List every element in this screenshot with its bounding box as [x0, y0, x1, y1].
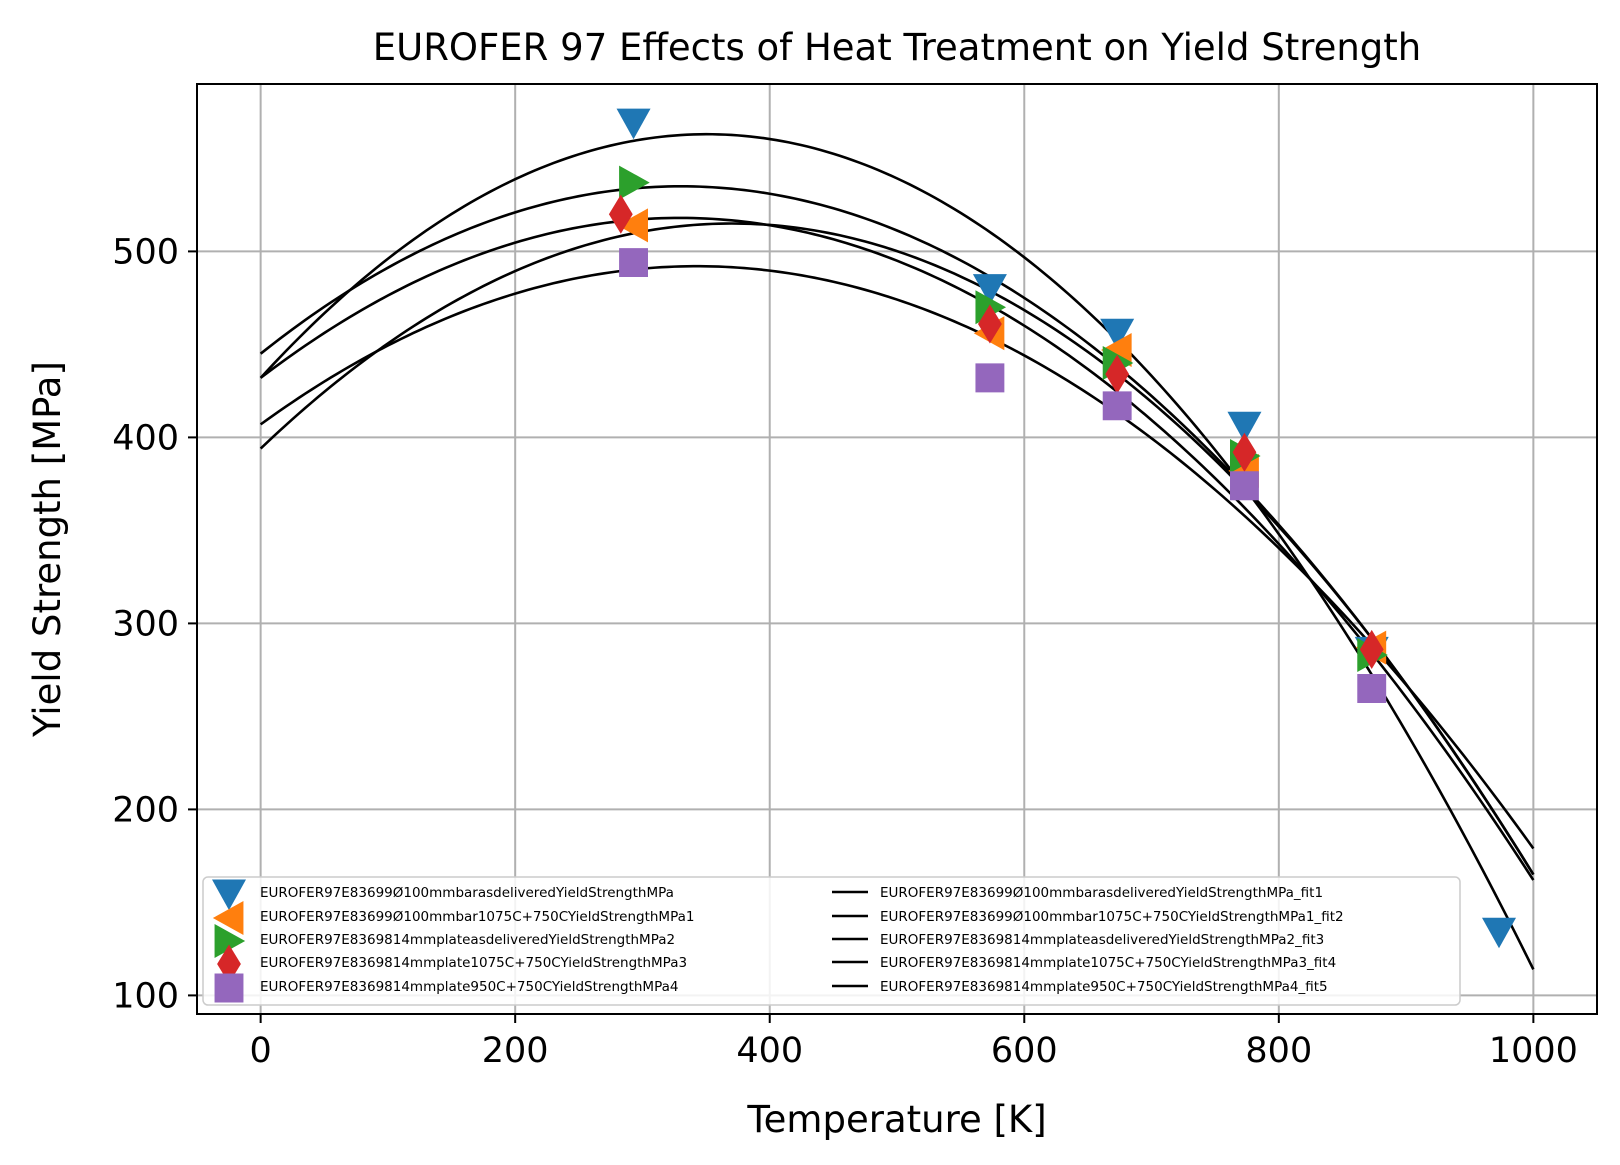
legend-label: EUROFER97E8369814mmplateasdeliveredYield…: [260, 932, 675, 948]
data-point: [1482, 917, 1516, 949]
x-tick-label: 400: [736, 1031, 803, 1071]
data-point: [972, 274, 1007, 305]
legend-marker: [217, 944, 241, 984]
legend-box: [202, 876, 1461, 1006]
y-tick-label: 300: [112, 604, 179, 644]
x-tick-label: 200: [482, 1031, 549, 1071]
fit-curve: [259, 264, 1535, 850]
y-tick-label: 200: [112, 790, 179, 830]
data-point: [1359, 629, 1384, 669]
legend-label: EUROFER97E83699Ø100mmbarasdeliveredYield…: [260, 885, 674, 901]
x-tick-label: 800: [1245, 1031, 1312, 1071]
data-point: [608, 194, 633, 234]
data-point: [616, 108, 651, 140]
x-tick-label: 600: [991, 1031, 1058, 1071]
data-point: [1227, 411, 1262, 443]
legend-label: EUROFER97E8369814mmplate1075C+750CYieldS…: [880, 955, 1336, 971]
data-point: [619, 248, 648, 278]
legend-marker: [212, 901, 244, 935]
legend-label: EUROFER97E8369814mmplateasdeliveredYield…: [880, 932, 1324, 948]
legend-marker: [214, 924, 246, 958]
data-point: [1100, 318, 1135, 350]
legend-label: EUROFER97E83699Ø100mmbar1075C+750CYieldS…: [880, 909, 1344, 925]
data-point: [1230, 471, 1259, 501]
data-point: [619, 165, 650, 200]
data-point: [1357, 674, 1387, 703]
x-tick-label: 0: [249, 1031, 271, 1071]
legend-label: EUROFER97E8369814mmplate1075C+750CYieldS…: [260, 955, 687, 971]
axis-ticks: 0 200 400 600 800 1000 100 200 300 400 500: [112, 232, 1578, 1071]
fit-lines: [259, 132, 1535, 970]
legend-label: EUROFER97E83699Ø100mmbarasdeliveredYield…: [880, 885, 1323, 901]
fit-curve: [259, 222, 1535, 876]
data-point: [617, 208, 648, 243]
x-axis-label: Temperature [K]: [746, 1098, 1046, 1141]
legend: EUROFER97E83699Ø100mmbarasdeliveredYield…: [202, 876, 1461, 1006]
chart-title: EUROFER 97 Effects of Heat Treatment on …: [373, 26, 1422, 69]
plot-frame: [196, 83, 1598, 1015]
data-point: [975, 363, 1005, 393]
y-tick-label: 100: [112, 976, 179, 1016]
legend-marker: [214, 973, 244, 1003]
data-point: [978, 304, 1002, 344]
legend-label: EUROFER97E83699Ø100mmbar1075C+750CYieldS…: [260, 909, 694, 925]
legend-marker: [212, 879, 246, 911]
data-point: [1105, 354, 1130, 394]
data-points: [608, 108, 1516, 949]
data-point: [1102, 391, 1132, 421]
x-tick-label: 1000: [1489, 1031, 1578, 1071]
fit-curve: [259, 132, 1535, 970]
data-point: [1232, 432, 1257, 472]
y-axis-label: Yield Strength [MPa]: [26, 361, 69, 738]
legend-label: EUROFER97E8369814mmplate950C+750CYieldSt…: [260, 979, 678, 995]
y-tick-label: 500: [112, 232, 179, 272]
legend-label: EUROFER97E8369814mmplate950C+750CYieldSt…: [880, 979, 1328, 995]
y-tick-label: 400: [112, 418, 179, 458]
